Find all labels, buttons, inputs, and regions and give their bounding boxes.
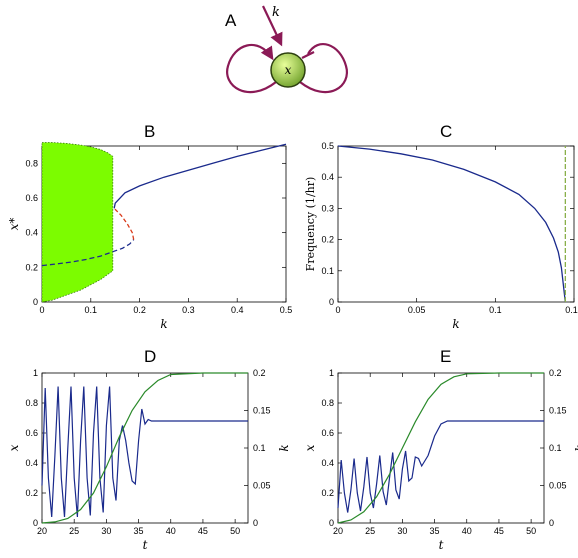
y-right-tick-label: 0.2 [549,368,562,378]
panel-c-letter: C [440,122,452,141]
x-tick-label: 25 [365,526,375,536]
panel-a-letter: A [225,11,237,30]
x-tick-label: 0.15 [565,305,578,315]
x-tick-label: 20 [333,526,343,536]
y-right-tick-label: 0 [549,518,554,528]
x-tick-label: 0.5 [280,305,293,315]
x-axis-label: t [143,538,148,552]
x-axis-label: k [452,317,459,331]
x-tick-label: 40 [166,526,176,536]
x-tick-label: 30 [101,526,111,536]
y-tick-label: 0 [33,518,38,528]
unstable-branch-lower [41,239,135,267]
y-axis-label: x* [7,218,21,231]
chart-panel-b: 0 0.1 0.2 0.3 0.4 0.5 0 0.2 0.4 0.6 0.8 k x* [7,142,293,331]
x-axis-label: k [160,317,167,331]
x-trajectory [337,420,544,513]
y-axis-label: x [303,444,317,451]
oscillation-envelope [41,142,114,303]
charts-layer: 0 0.1 0.2 0.3 0.4 0.5 0 0.2 0.4 0.6 0.8 k x* 0 0.05 0.1… [7,141,578,552]
y-tick-label: 0 [329,297,334,307]
chart-panel-c: 0 0.05 0.1 0.15 0 0.1 0.2 0.3 0.4 0.5 k Frequency (… [304,141,578,331]
node-label: x [285,63,292,77]
y-tick-label: 0.1 [321,266,334,276]
input-arrow [262,5,283,47]
y-right-tick-label: 0.05 [549,481,567,491]
x-tick-label: 25 [69,526,79,536]
y-tick-label: 0.6 [25,428,38,438]
frequency-curve [337,145,566,303]
x-tick-label: 0.2 [133,305,146,315]
x-tick-label: 0.3 [182,305,195,315]
y-right-tick-label: 0.15 [549,406,567,416]
y-tick-label: 0.8 [321,398,334,408]
repression-bar [301,51,315,59]
self-activation-loop [226,43,277,94]
panel-b-letter: B [144,122,155,141]
y-tick-label: 0.3 [321,203,334,213]
x-tick-label: 30 [397,526,407,536]
x-tick-label: 45 [198,526,208,536]
y-right-tick-label: 0.05 [253,481,271,491]
y-tick-label: 0.6 [321,428,334,438]
x-tick-label: 0.1 [85,305,98,315]
x-tick-label: 50 [526,526,536,536]
y-axis-label: x [7,444,21,451]
y-right-tick-label: 0.1 [253,443,266,453]
self-repression-loop [299,43,349,94]
y-tick-label: 0.2 [25,488,38,498]
x-axis-label: t [439,538,444,552]
panel-e-letter: E [440,347,451,366]
x-tick-label: 0.05 [408,305,426,315]
x-tick-label: 0.1 [489,305,502,315]
x-trajectory [41,386,248,518]
x-tick-label: 0 [335,305,340,315]
x-tick-label: 35 [430,526,440,536]
x-tick-label: 50 [230,526,240,536]
panel-d-letter: D [144,347,156,366]
y-tick-label: 0.4 [25,458,38,468]
y-tick-label: 0 [33,297,38,307]
y-tick-label: 0.8 [25,398,38,408]
x-tick-label: 0 [39,305,44,315]
panel-a-diagram: A k x [225,5,349,94]
x-tick-label: 45 [494,526,504,536]
x-tick-label: 35 [134,526,144,536]
y-right-tick-label: 0.2 [253,368,266,378]
y-tick-label: 1 [329,368,334,378]
k-ramp [337,372,544,524]
plot-frame [337,372,545,524]
k-ramp [41,372,248,524]
y-tick-label: 0.5 [321,141,334,151]
plot-frame [337,145,575,303]
y-right-tick-label: 0.1 [549,443,562,453]
y-tick-label: 0 [329,518,334,528]
y-right-tick-label: 0 [253,518,258,528]
y-tick-label: 0.8 [25,158,38,168]
y-tick-label: 0.4 [25,228,38,238]
chart-panel-e: 20 25 30 35 40 45 50 0 0.2 0.4 0.6 0.8 1 t x 0 0.05 0.1 0.… [303,368,578,552]
chart-panel-d: 20 25 30 35 40 45 50 0 0.2 0.4 0.6 0.8 1 t x 0 0.05 0.1 0.… [7,368,291,552]
y-tick-label: 0.2 [25,262,38,272]
x-tick-label: 40 [462,526,472,536]
y-right-axis-label: k [277,444,291,451]
y-tick-label: 0.2 [321,488,334,498]
y-tick-label: 0.6 [25,193,38,203]
y-tick-label: 0.4 [321,458,334,468]
y-tick-label: 1 [33,368,38,378]
node-x [270,52,306,88]
input-label: k [272,5,280,20]
y-tick-label: 0.4 [321,172,334,182]
stable-branch-upper [113,143,287,209]
y-right-tick-label: 0.15 [253,406,271,416]
x-tick-label: 0.4 [231,305,244,315]
y-tick-label: 0.2 [321,235,334,245]
x-tick-label: 20 [37,526,47,536]
y-axis-label: Frequency (1/hr) [304,177,317,272]
saddle-branch [113,207,135,240]
y-right-axis-label: k [573,444,578,451]
